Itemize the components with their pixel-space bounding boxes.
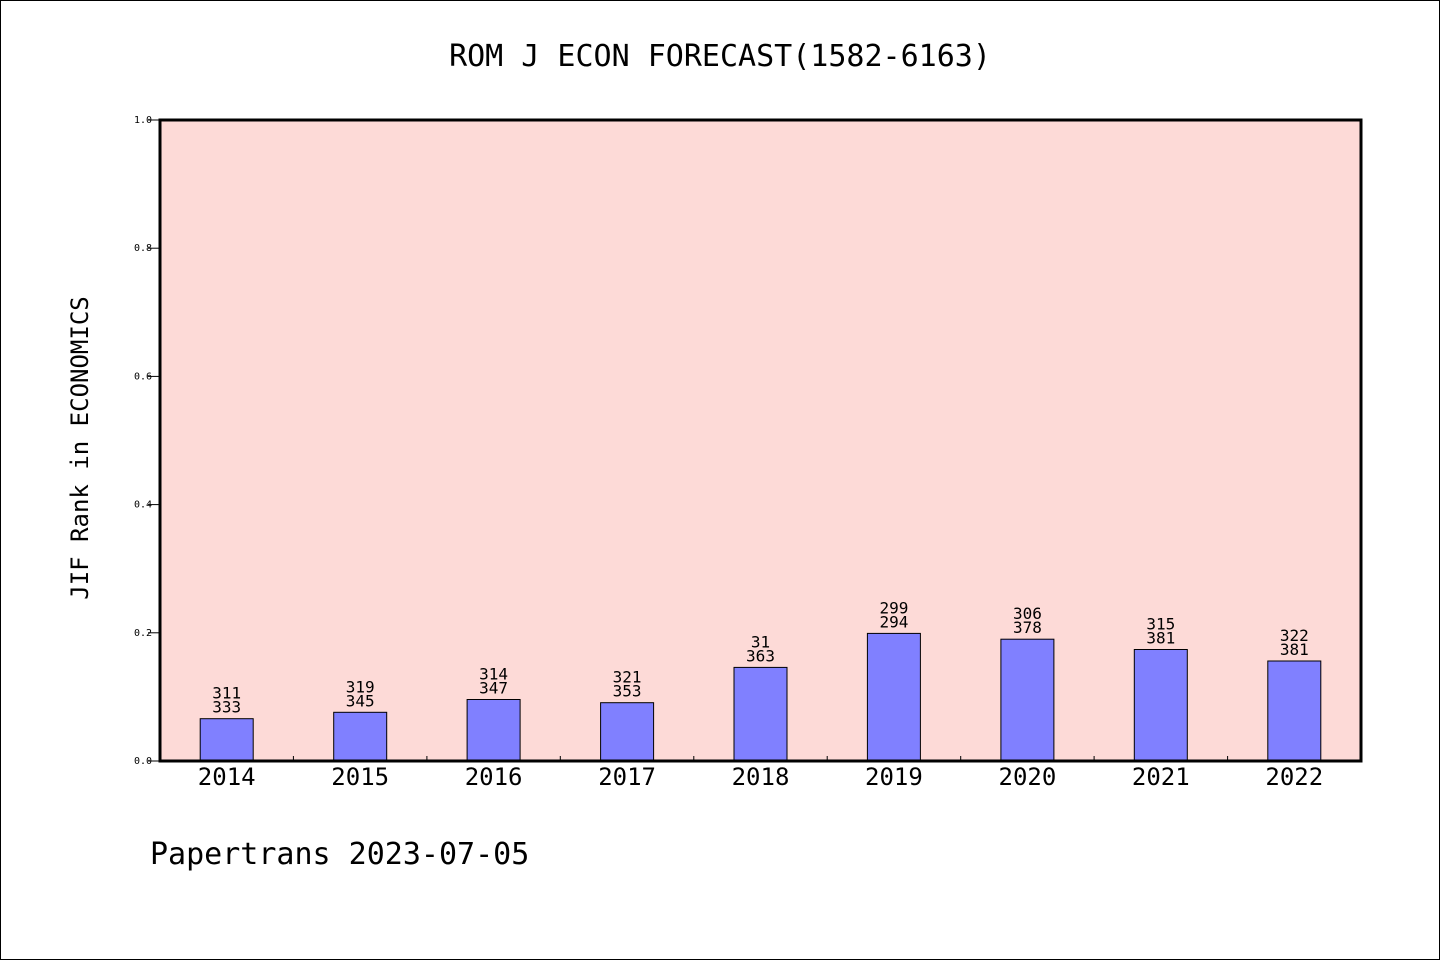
bar-2018 [733,666,788,762]
bar-2015 [333,711,388,762]
y-tick-label-0.8: 0.8 [134,243,152,254]
bar-label-2019-1: 299 [879,598,908,617]
x-tick-label-2014: 2014 [198,763,256,791]
x-tick-label-2022: 2022 [1265,763,1323,791]
bar-label-2014-2: 333 [212,698,241,717]
y-tick-label-0.6: 0.6 [134,371,152,382]
bar-label-2016-1: 314 [479,665,508,684]
bar-label-2022-2: 381 [1280,640,1309,659]
bar-label-2014-1: 311 [212,684,241,703]
y-tick-label-0.4: 0.4 [134,500,152,511]
plot-frame [158,118,1363,763]
chart-title: ROM J ECON FORECAST(1582-6163) [449,39,991,74]
bar-2016 [466,699,521,762]
y-tick-label-0.0: 0.0 [134,756,152,767]
bar-label-2022-1: 322 [1280,626,1309,645]
bar-label-2021-2: 381 [1146,629,1175,648]
bar-2022 [1267,660,1322,762]
bar-label-2020-2: 378 [1013,618,1042,637]
bar-label-2015-1: 319 [346,677,375,696]
bar-2019 [866,632,921,762]
x-tick-label-2018: 2018 [732,763,790,791]
bars [199,632,1322,762]
bar-2020 [1000,638,1055,762]
bar-label-2017-2: 353 [613,682,642,701]
bar-label-2018-2: 363 [746,646,775,665]
x-tick-label-2016: 2016 [465,763,523,791]
bar-label-2021-1: 315 [1146,615,1175,634]
footer-text: Papertrans 2023-07-05 [150,837,529,872]
bar-2017 [600,702,655,762]
x-tick-label-2015: 2015 [331,763,389,791]
y-axis-label: JIF Rank in ECONOMICS [66,296,94,599]
y-tick-label-1.0: 1.0 [134,115,152,126]
bar-label-2018-1: 31 [751,632,770,651]
x-tick-label-2020: 2020 [999,763,1057,791]
bar-label-2019-2: 294 [879,612,908,631]
y-tick-label-0.2: 0.2 [134,628,152,639]
bar-label-2020-1: 306 [1013,604,1042,623]
axis-ticks: 2014 2015 2016 2017 2018 2019 2020 2021 2022 0.0 0… [134,115,1323,791]
bar-2021 [1133,649,1188,762]
x-tick-label-2019: 2019 [865,763,923,791]
x-tick-label-2021: 2021 [1132,763,1190,791]
x-tick-label-2017: 2017 [598,763,656,791]
bar-label-2017-1: 321 [613,668,642,687]
bar-label-2015-2: 345 [346,691,375,710]
bar-2014 [199,718,254,762]
bar-label-2016-2: 347 [479,679,508,698]
